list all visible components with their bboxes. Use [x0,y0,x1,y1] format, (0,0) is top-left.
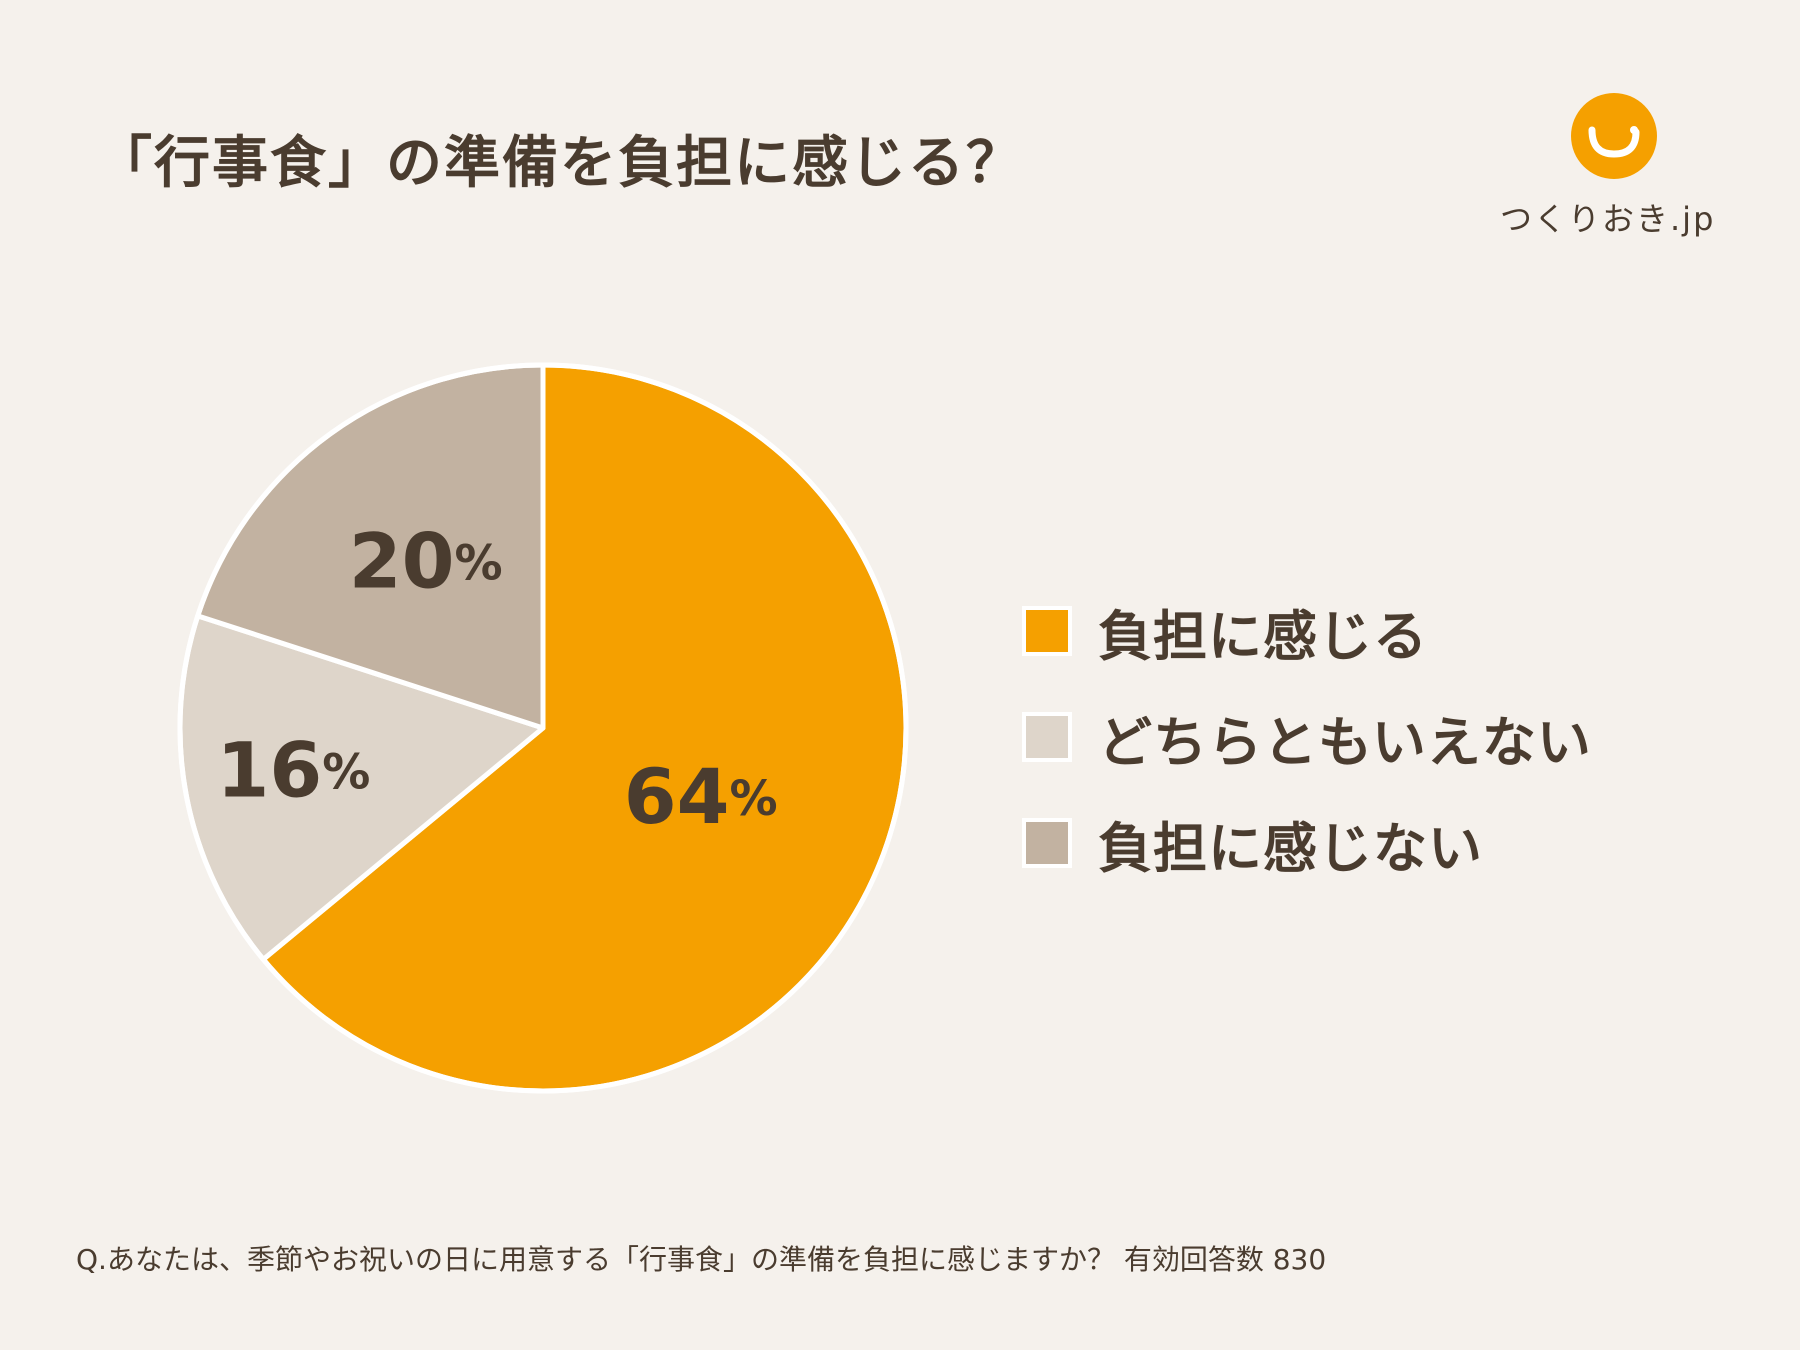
legend-label: どちらともいえない [1098,710,1592,774]
legend-swatch [1022,606,1072,656]
slice-value-label: 64% [624,752,778,841]
chart-legend: 負担に感じる どちらともいえない 負担に感じない [1022,578,1592,896]
brand-logo[interactable]: つくりおき.jp [1500,92,1713,242]
slice-value-label: 16% [216,726,370,815]
survey-question-footnote: Q.あなたは、季節やお祝いの日に用意する「行事食」の準備を負担に感じますか？ 有… [76,1243,1327,1276]
pie-outline [177,362,909,1094]
legend-item: 負担に感じない [1022,790,1592,896]
smile-logo-icon [1571,93,1657,179]
slice-value-label: 20% [349,516,503,605]
legend-swatch [1022,712,1072,762]
chart-title: 「行事食」の準備を負担に感じる？ [96,131,1024,196]
legend-label: 負担に感じない [1098,816,1483,880]
legend-swatch [1022,818,1072,868]
logo-text: つくりおき.jp [1500,200,1716,238]
legend-item: 負担に感じる [1022,578,1592,684]
legend-item: どちらともいえない [1022,684,1592,790]
legend-label: 負担に感じる [1098,604,1428,668]
